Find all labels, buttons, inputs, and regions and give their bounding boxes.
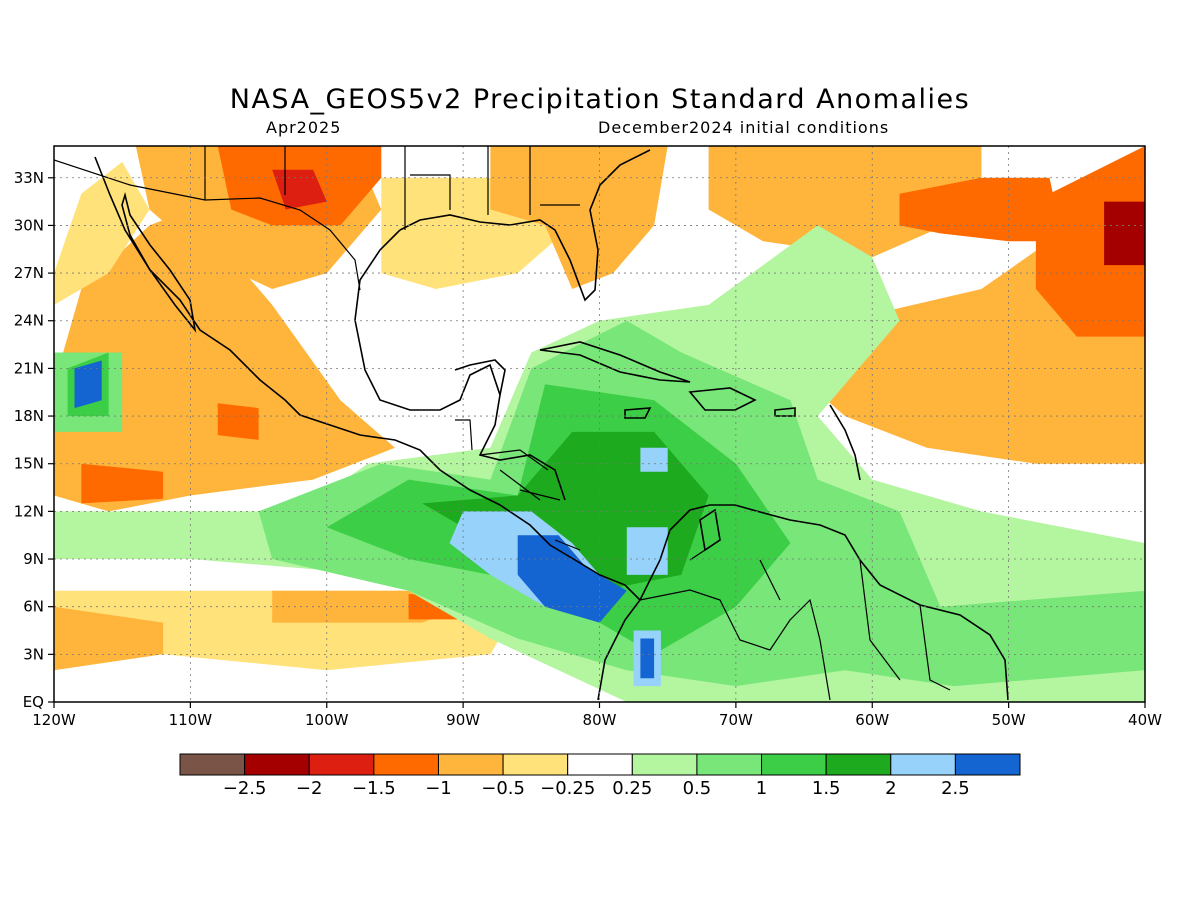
gridlines [54, 146, 1145, 702]
colorbar-swatch [567, 753, 633, 776]
colorbar-label: 2 [885, 778, 896, 799]
anomaly-region-caribbean-lightblue [640, 447, 668, 472]
x-tick-label: 50W [992, 711, 1026, 729]
colorbar-swatch [308, 753, 375, 776]
hispaniola [688, 387, 757, 411]
y-tick-label: 24N [14, 312, 44, 330]
central-am-borders [455, 419, 581, 551]
colorbar-swatch [502, 753, 569, 776]
x-tick-label: 100W [305, 711, 349, 729]
political-borders [54, 146, 951, 701]
sa-borders [639, 539, 951, 701]
anomaly-region-e-pacific-dry [54, 209, 395, 512]
colorbar-swatch [437, 753, 504, 776]
colorbar-label: −1 [425, 778, 452, 799]
anomaly-region-sw-us-core [272, 169, 327, 210]
us-mexico-border [54, 159, 361, 291]
colorbar-label: −2.5 [223, 778, 267, 799]
x-tick-label: 80W [583, 711, 617, 729]
coastline-us-gulf [399, 149, 651, 302]
anomaly-region-pac-hurricane-core [74, 360, 102, 409]
anomaly-region-mid-pac-dark-b [217, 403, 259, 440]
anomaly-region-central-am-blue [517, 535, 627, 623]
anomaly-region-se-us-dry [490, 146, 668, 289]
colorbar-swatch [825, 753, 892, 776]
x-tick-label: 110W [169, 711, 213, 729]
colorbar-label: 1.5 [812, 778, 841, 799]
colorbar-swatch [954, 753, 1021, 776]
y-tick-label: 18N [14, 407, 44, 425]
colorbar-swatch [373, 753, 439, 776]
colorbar-swatch [179, 753, 246, 776]
colorbar-label: 2.5 [941, 778, 970, 799]
colorbar-swatch [631, 753, 698, 776]
colorbar: −2.5 −2 −1.5 −1 −0.5 −0.25 0.25 0.5 1 1.5 2 2.5 [179, 753, 1021, 799]
coastline-pacific-mexico [94, 156, 642, 701]
forecast-month: Apr2025 [266, 118, 342, 137]
y-tick-label: 9N [23, 550, 44, 568]
colorbar-label: −0.25 [540, 778, 595, 799]
colorbar-label: 1 [756, 778, 767, 799]
x-tick-label: 90W [446, 711, 480, 729]
coastline-gulf [354, 229, 566, 501]
initial-conditions-label: December2024 initial conditions [598, 118, 890, 137]
y-tick-label: EQ [23, 693, 44, 711]
lesser-antilles [829, 404, 861, 481]
anomaly-region-central-am-blue-east [626, 527, 668, 575]
colorbar-label: −2 [296, 778, 323, 799]
us-state-lines [204, 146, 580, 230]
jamaica [624, 407, 652, 419]
y-tick-label: 3N [23, 645, 44, 663]
anomaly-region-ne-atl-dark [899, 177, 1064, 242]
anomaly-region-far-ne-core [1104, 201, 1145, 266]
x-tick-label: 40W [1128, 711, 1162, 729]
colorbar-swatch [761, 753, 827, 776]
y-tick-label: 12N [14, 502, 44, 520]
south-america-coast [639, 504, 1009, 701]
colorbar-swatch [890, 753, 956, 776]
puerto-rico [774, 407, 796, 417]
y-tick-label: 33N [14, 169, 44, 187]
y-tick-label: 15N [14, 455, 44, 473]
colorbar-swatch [696, 753, 763, 776]
coastline-yucatan [454, 359, 506, 396]
anomaly-region-sw-pac-orange [54, 606, 164, 671]
cuba [539, 341, 691, 383]
colorbar-swatch [244, 753, 310, 776]
y-tick-label: 30N [14, 216, 44, 234]
colorbar-label: 0.5 [683, 778, 712, 799]
anomaly-region-mid-pac-dark-a [81, 463, 164, 504]
anomaly-region-colombia-blue [640, 638, 655, 679]
y-tick-label: 21N [14, 359, 44, 377]
x-tick-label: 70W [719, 711, 753, 729]
anomaly-region-w-atl-dry [708, 146, 982, 258]
x-tick-label: 60W [855, 711, 889, 729]
chart-title: NASA_GEOS5v2 Precipitation Standard Anom… [229, 84, 971, 115]
colorbar-label: −1.5 [352, 778, 396, 799]
colorbar-label: −0.5 [481, 778, 525, 799]
y-tick-label: 6N [23, 598, 44, 616]
y-tick-label: 27N [14, 264, 44, 282]
coastline-baja [121, 191, 197, 333]
x-tick-label: 120W [32, 711, 76, 729]
axis-ticks: 120W 110W 100W 90W 80W 70W 60W 50W 40W EQ 3N 6N 9N 12… [14, 169, 1162, 729]
anomaly-region-far-ne-atl [1035, 146, 1145, 337]
coastlines [94, 149, 1009, 701]
colorbar-label: 0.25 [612, 778, 652, 799]
